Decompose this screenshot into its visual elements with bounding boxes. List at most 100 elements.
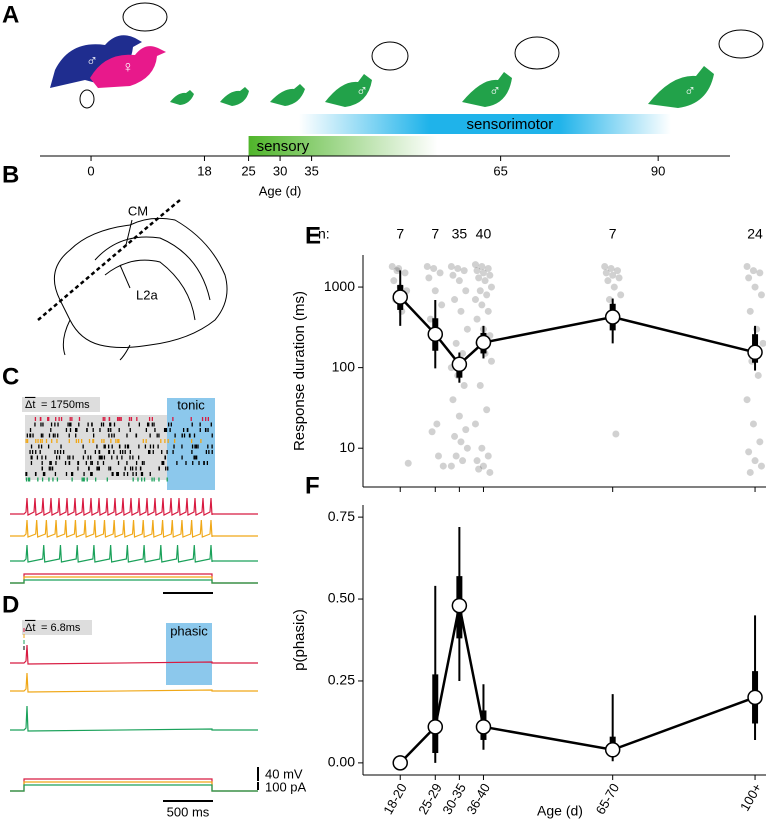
data-point <box>451 296 459 304</box>
data-point <box>462 426 470 434</box>
scale-label: 100 pA <box>265 779 307 794</box>
data-point <box>475 465 483 473</box>
data-point <box>430 264 438 272</box>
panel-label: A <box>2 1 19 28</box>
axis-label: Age (d) <box>259 183 302 198</box>
data-point <box>452 452 460 460</box>
data-point <box>607 264 615 272</box>
mean-point <box>604 309 621 325</box>
data-point <box>743 262 751 270</box>
current-step <box>10 781 258 792</box>
data-point <box>751 283 759 291</box>
current-step <box>10 579 258 584</box>
x-tick-label: 35 <box>304 163 318 178</box>
data-point <box>475 274 483 282</box>
data-point <box>487 357 495 365</box>
brain-diagram <box>37 199 228 361</box>
data-point <box>746 307 754 315</box>
data-point <box>749 267 757 275</box>
data-point <box>601 262 609 270</box>
y-axis-label: p(phasic) <box>291 609 308 671</box>
data-point <box>602 269 610 277</box>
mean-point <box>427 326 444 342</box>
data-point <box>754 371 762 379</box>
x-tick-label: 18 <box>197 163 211 178</box>
voltage-trace <box>10 644 258 665</box>
data-point <box>439 462 447 470</box>
data-point <box>487 283 495 291</box>
data-point <box>463 444 471 452</box>
data-point <box>756 438 764 446</box>
data-point <box>479 462 487 470</box>
x-tick-label: 18-20 <box>380 781 410 817</box>
sex-symbol: ♀ <box>122 59 134 76</box>
voltage-trace <box>10 544 258 563</box>
y-tick-label: 0.25 <box>328 672 355 688</box>
period-label: sensorimotor <box>467 116 554 133</box>
mean-point <box>747 344 763 361</box>
y-tick-label: 1000 <box>324 278 355 294</box>
window-box <box>166 623 212 685</box>
data-point <box>459 457 467 465</box>
data-point <box>434 452 442 460</box>
data-point <box>426 315 434 323</box>
dt-bg <box>22 620 92 635</box>
data-point <box>438 301 446 309</box>
data-point <box>462 287 470 295</box>
voltage-trace <box>10 672 258 693</box>
chart-panel: F 0.00 0.25 0.50 0.75 p(phasic) 18-20 25-2930-3… <box>291 472 766 819</box>
data-point <box>745 448 753 456</box>
data-point <box>459 349 467 357</box>
data-point <box>471 420 479 428</box>
data-point <box>484 307 492 315</box>
mean-line <box>399 296 756 367</box>
data-point <box>460 382 468 390</box>
data-point <box>486 468 494 476</box>
chart-panel: E 10 100 1000 Response duration (ms) n: 7 7 35 40… <box>291 222 766 492</box>
data-point <box>423 262 431 270</box>
period-bar <box>298 114 671 134</box>
data-point <box>484 264 492 272</box>
x-tick-label: 65 <box>493 163 507 178</box>
data-point <box>483 291 491 299</box>
data-point <box>393 267 401 275</box>
mean-point <box>392 755 408 771</box>
timeline: sensory sensorimotor 0 18 25 30 35 65 90 Age (d) ♂… <box>40 53 730 198</box>
data-point <box>473 457 481 465</box>
data-point <box>757 291 765 299</box>
data-point <box>481 277 489 285</box>
data-point <box>433 420 441 428</box>
voltage-trace <box>10 497 258 516</box>
data-point <box>476 382 484 390</box>
data-point <box>613 267 621 275</box>
data-point <box>746 468 754 476</box>
x-tick-label: 90 <box>651 163 665 178</box>
panel-label: E <box>305 222 321 249</box>
data-point <box>484 452 492 460</box>
x-tick-label: 65-70 <box>593 781 623 817</box>
mean-point <box>475 334 492 351</box>
data-point <box>390 277 398 285</box>
mean-line <box>399 605 756 764</box>
n-value: 7 <box>609 226 617 242</box>
mean-point <box>747 689 763 706</box>
data-point <box>604 277 612 285</box>
x-tick-label: 0 <box>87 163 94 178</box>
window-box <box>167 398 215 490</box>
data-point <box>615 274 623 282</box>
data-point <box>457 307 465 315</box>
data-point <box>478 262 486 270</box>
data-point <box>436 269 444 277</box>
data-point <box>388 262 396 270</box>
sex-symbol: ♂ <box>684 83 696 100</box>
panel-label: C <box>2 363 19 390</box>
y-axis-label: Response duration (ms) <box>291 291 308 451</box>
data-point <box>449 396 457 404</box>
birds <box>50 2 764 109</box>
data-point <box>743 396 751 404</box>
panel-label: F <box>305 472 320 499</box>
sex-symbol: ♂ <box>356 83 368 100</box>
data-point <box>745 274 753 282</box>
panel-label: B <box>2 161 19 188</box>
